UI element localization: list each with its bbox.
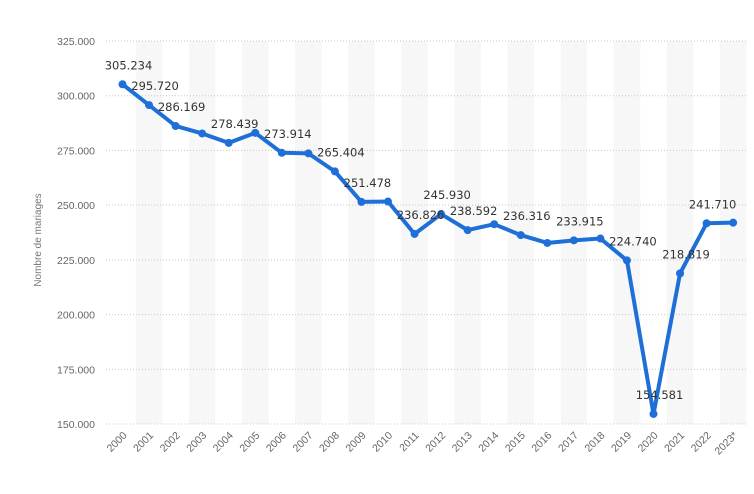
series-line — [118, 80, 738, 418]
x-tick-label: 2012 — [423, 430, 448, 455]
data-point — [145, 101, 154, 110]
x-tick-label: 2005 — [237, 430, 262, 455]
data-labels: 305.234 295.720 286.169 278.439 273.914 265.4… — [105, 58, 737, 402]
x-tick-label: 2007 — [290, 430, 315, 455]
data-point — [171, 121, 180, 130]
data-point — [304, 149, 313, 158]
x-tick-label: 2013 — [450, 430, 475, 455]
x-tick-label: 2016 — [529, 430, 554, 455]
y-tick-label: 175.000 — [57, 364, 95, 376]
x-tick-label: 2010 — [370, 430, 395, 455]
x-tick-label: 2006 — [264, 430, 289, 455]
y-tick-label: 225.000 — [57, 255, 95, 267]
column-bands — [135, 41, 747, 424]
y-tick-label: 325.000 — [57, 36, 95, 48]
x-tick-label: 2004 — [211, 430, 236, 455]
y-axis-title: Nombre de mariages — [33, 193, 44, 286]
x-tick-label: 2017 — [556, 430, 581, 455]
y-tick-label: 200.000 — [57, 310, 95, 322]
data-point — [596, 234, 605, 243]
data-point — [729, 218, 738, 227]
data-point — [490, 220, 499, 229]
x-tick-label: 2014 — [476, 430, 501, 455]
data-label: 245.930 — [423, 188, 471, 202]
data-point — [516, 231, 525, 240]
data-label: 286.169 — [158, 100, 206, 114]
data-point — [224, 138, 233, 147]
x-tick-label: 2021 — [662, 430, 687, 455]
data-label: 273.914 — [264, 127, 312, 141]
data-point — [330, 167, 339, 176]
data-point — [676, 269, 685, 278]
x-tick-label: 2001 — [131, 430, 156, 455]
x-tick-label: 2008 — [317, 430, 342, 455]
data-label: 233.915 — [556, 214, 604, 228]
y-tick-label: 275.000 — [57, 145, 95, 157]
x-tick-label: 2018 — [583, 430, 608, 455]
column-band — [295, 41, 322, 424]
x-tick-label: 2019 — [609, 430, 634, 455]
x-tick-label: 2009 — [344, 430, 369, 455]
x-tick-label: 2002 — [158, 430, 183, 455]
series-path — [121, 82, 734, 416]
data-label: 236.826 — [397, 208, 445, 222]
data-point — [649, 409, 658, 418]
column-band — [666, 41, 694, 424]
data-point — [463, 226, 472, 235]
data-label: 236.316 — [503, 209, 551, 223]
data-point — [702, 219, 711, 228]
x-axis-ticks: 2000 2001 2002 2003 2004 2005 2006 2007 2008 2009… — [105, 430, 741, 458]
data-point — [622, 256, 631, 265]
gridlines — [106, 40, 748, 425]
data-point — [384, 197, 392, 206]
data-label: 305.234 — [105, 58, 153, 72]
column-band — [560, 41, 588, 424]
data-label: 251.478 — [344, 176, 392, 190]
x-tick-label: 2023* — [712, 430, 740, 458]
column-band — [613, 41, 641, 424]
data-point — [543, 238, 552, 247]
column-band — [241, 41, 269, 424]
data-label: 238.592 — [450, 204, 498, 218]
data-label: 265.404 — [317, 145, 365, 159]
data-point — [277, 148, 286, 157]
y-axis-ticks: 150.000 175.000 200.000 225.000 250.000 275.0… — [57, 36, 95, 431]
x-tick-label: 2022 — [689, 430, 714, 455]
data-label: 224.740 — [609, 234, 657, 248]
data-point — [410, 229, 419, 238]
y-tick-label: 300.000 — [57, 91, 95, 103]
data-label: 278.439 — [211, 117, 259, 131]
column-band — [348, 41, 375, 424]
data-label: 241.710 — [689, 197, 737, 211]
data-label: 295.720 — [131, 79, 179, 93]
data-point — [357, 197, 366, 206]
x-tick-label: 2003 — [184, 430, 209, 455]
x-tick-label: 2020 — [636, 430, 661, 455]
data-label: 154.581 — [636, 388, 684, 402]
y-tick-label: 150.000 — [57, 419, 95, 431]
x-tick-label: 2000 — [105, 430, 130, 455]
y-tick-label: 250.000 — [57, 200, 95, 212]
data-point — [569, 236, 578, 245]
data-point — [118, 80, 127, 89]
column-band — [719, 41, 747, 424]
data-point — [198, 129, 207, 138]
data-label: 218.819 — [662, 247, 710, 261]
column-band — [188, 41, 216, 424]
x-tick-label: 2011 — [397, 430, 422, 455]
x-tick-label: 2015 — [503, 430, 528, 455]
data-point — [251, 128, 260, 137]
data-point — [437, 210, 446, 219]
